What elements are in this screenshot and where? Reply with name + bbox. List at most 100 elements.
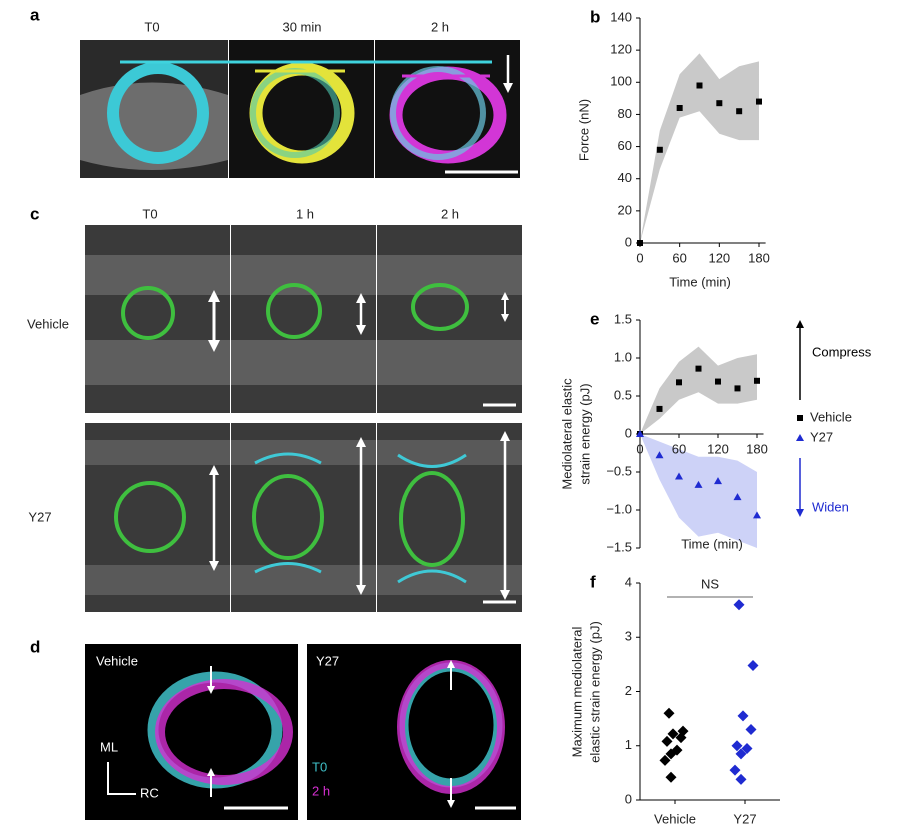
- data-point: [656, 405, 663, 412]
- data-point: [737, 710, 749, 722]
- error-band: [640, 434, 757, 548]
- y-tick-label: −1.0: [606, 501, 632, 516]
- data-point: [676, 105, 683, 111]
- x-tick-label: 60: [672, 250, 686, 265]
- y-tick-label: 0: [625, 234, 632, 249]
- y-tick-label: 120: [610, 42, 632, 57]
- y-tick-label: 100: [610, 74, 632, 89]
- panel-c: c T0 1 h 2 h Vehicle Y27: [27, 204, 522, 612]
- y-axis-label: Maximum mediolateral: [569, 627, 584, 758]
- annotation: NS: [701, 576, 719, 591]
- error-band: [640, 346, 757, 434]
- y-tick-label: 20: [618, 202, 632, 217]
- data-point: [695, 365, 702, 372]
- x-tick-label: 180: [748, 250, 770, 265]
- legend-label: Vehicle: [810, 409, 852, 424]
- panel-label: c: [30, 204, 39, 223]
- x-tick-label: Vehicle: [654, 811, 696, 826]
- data-point: [696, 82, 703, 89]
- x-tick-label: 180: [746, 441, 768, 456]
- panel-label: a: [30, 5, 40, 24]
- data-point: [663, 707, 675, 719]
- x-tick-label: 120: [708, 250, 730, 265]
- image-label: Y27: [316, 653, 339, 668]
- data-point: [665, 748, 677, 760]
- column-label: 30 min: [282, 19, 321, 34]
- x-tick-label: 0: [636, 441, 643, 456]
- y-axis-label: elastic strain energy (pJ): [587, 621, 602, 763]
- data-point: [715, 378, 721, 385]
- image: [85, 644, 298, 820]
- image: [307, 644, 521, 820]
- data-point: [637, 240, 643, 246]
- data-point: [675, 732, 687, 744]
- data-point: [755, 98, 762, 105]
- panel-d: d Vehicle Y27 ML RC T0 2 h: [30, 637, 521, 820]
- y-tick-label: 80: [618, 106, 632, 121]
- y-tick-label: 0: [625, 425, 632, 440]
- data-point: [656, 146, 663, 153]
- y-tick-label: 1: [625, 737, 632, 752]
- column-label: 1 h: [296, 206, 314, 221]
- data-point: [659, 754, 671, 766]
- data-point: [747, 659, 759, 671]
- data-point: [736, 108, 743, 115]
- axis-label: ML: [100, 739, 118, 754]
- data-point: [745, 723, 757, 735]
- y-axis-label: strain energy (pJ): [577, 383, 592, 484]
- column-label: 2 h: [441, 206, 459, 221]
- annotation: Compress: [812, 344, 872, 359]
- data-point: [753, 511, 761, 519]
- data-point: [733, 493, 742, 501]
- data-point: [754, 377, 760, 384]
- column-label: 2 h: [431, 19, 449, 34]
- y-tick-label: −0.5: [606, 463, 632, 478]
- y-axis-label: Force (nN): [576, 99, 591, 161]
- row-label: Y27: [28, 509, 51, 524]
- data-point: [735, 773, 747, 785]
- y-tick-label: 40: [618, 170, 632, 185]
- annotation-arrowhead: [796, 509, 804, 517]
- data-point: [665, 771, 677, 783]
- column-label: T0: [144, 19, 159, 34]
- data-point: [661, 735, 673, 747]
- x-axis-label: Time (min): [669, 274, 731, 289]
- panel-label: e: [590, 309, 599, 328]
- x-tick-label: Y27: [733, 811, 756, 826]
- panel-label: d: [30, 637, 40, 656]
- data-point: [694, 480, 703, 488]
- y-axis-label: Mediolateral elastic: [559, 378, 574, 490]
- y-tick-label: 1.5: [614, 311, 632, 326]
- column-label: T0: [142, 206, 157, 221]
- annotation-arrowhead: [796, 320, 804, 328]
- data-point: [676, 379, 682, 386]
- annotation: Widen: [812, 499, 849, 514]
- y-tick-label: 0: [625, 791, 632, 806]
- x-tick-label: 0: [636, 250, 643, 265]
- data-point: [714, 477, 722, 485]
- data-point: [636, 430, 644, 437]
- y-tick-label: 3: [625, 629, 632, 644]
- data-point: [667, 728, 679, 740]
- data-point: [741, 742, 753, 754]
- y-tick-label: 4: [625, 574, 632, 589]
- y-tick-label: 0.5: [614, 387, 632, 402]
- panel-label: b: [590, 7, 600, 26]
- y-tick-label: 1.0: [614, 349, 632, 364]
- legend-marker: [796, 434, 804, 441]
- data-point: [733, 599, 745, 611]
- y-tick-label: 60: [618, 138, 632, 153]
- axis-label: RC: [140, 785, 159, 800]
- row-label: Vehicle: [27, 316, 69, 331]
- data-point: [729, 764, 741, 776]
- data-point: [731, 740, 743, 752]
- y-tick-label: −1.5: [606, 539, 632, 554]
- legend-marker: [797, 415, 803, 421]
- x-tick-label: 120: [707, 441, 729, 456]
- data-point: [655, 451, 664, 459]
- legend-label: 2 h: [312, 783, 330, 798]
- data-point: [675, 472, 683, 480]
- y-tick-label: 140: [610, 9, 632, 24]
- y-tick-label: 2: [625, 683, 632, 698]
